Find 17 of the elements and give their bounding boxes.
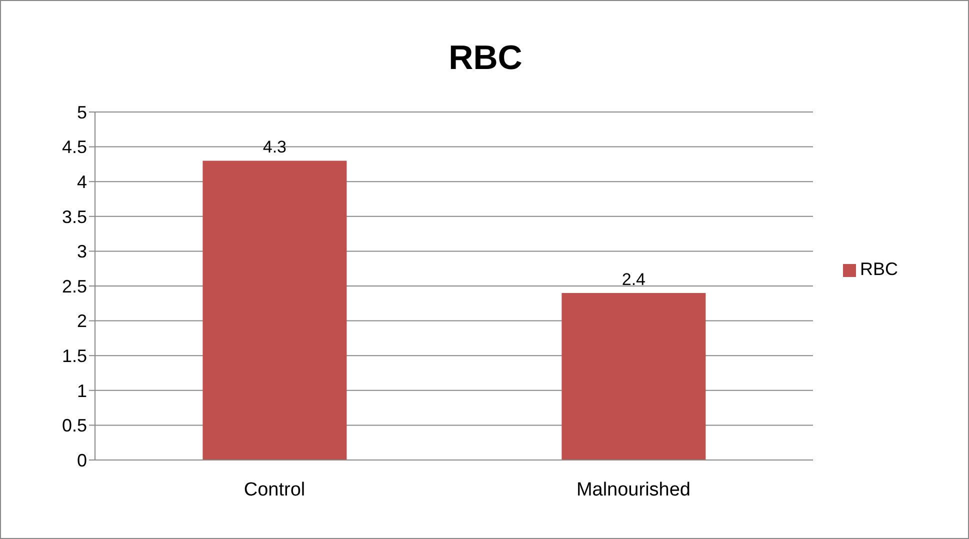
- data-label: 2.4: [622, 270, 646, 289]
- legend-label: RBC: [860, 259, 898, 279]
- y-tick-label: 1: [76, 380, 87, 401]
- y-tick-label: 0: [76, 450, 87, 470]
- y-tick-label: 1.5: [62, 346, 87, 366]
- x-tick-label: Malnourished: [576, 479, 691, 500]
- y-tick-label: 3: [76, 242, 87, 262]
- y-tick-label: 0.5: [62, 416, 87, 436]
- chart-title: RBC: [448, 39, 524, 78]
- y-tick-label: 2.5: [62, 276, 87, 296]
- y-tick-label: 4.5: [62, 137, 87, 158]
- data-label: 4.3: [262, 138, 287, 157]
- y-tick-label: 3.5: [62, 206, 87, 227]
- y-tick-label: 2: [76, 311, 87, 332]
- y-tick-label: 5: [76, 102, 87, 122]
- y-tick-label: 4: [76, 172, 87, 192]
- x-tick-label: Control: [244, 479, 306, 500]
